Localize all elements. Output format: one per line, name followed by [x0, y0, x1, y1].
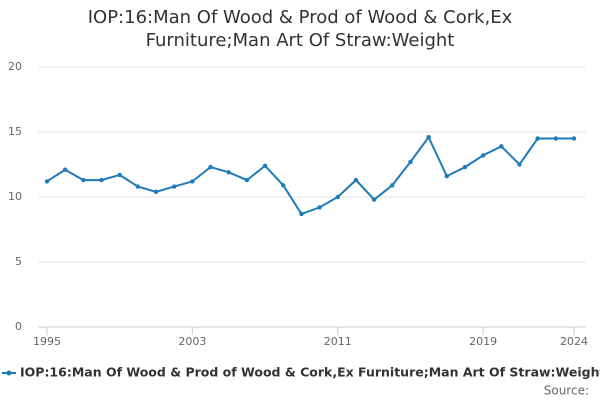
point	[299, 211, 304, 217]
point	[462, 164, 468, 170]
point	[499, 144, 504, 149]
y-tick-label: 10	[8, 190, 22, 203]
point	[535, 136, 540, 141]
point	[517, 162, 522, 167]
y-tick-label: 20	[8, 60, 22, 73]
x-tick-label: 2011	[324, 335, 352, 348]
x-tick-label: 2024	[560, 335, 588, 348]
x-tick-label: 2003	[178, 335, 206, 348]
y-tick-label: 0	[15, 320, 22, 333]
point	[244, 177, 250, 183]
point	[190, 179, 195, 184]
point	[571, 136, 577, 141]
point	[480, 153, 486, 158]
point	[117, 172, 122, 178]
legend-label: IOP:16:Man Of Wood & Prod of Wood & Cork…	[20, 365, 600, 380]
point	[81, 177, 86, 183]
y-tick-label: 5	[15, 255, 22, 268]
point	[262, 163, 268, 168]
chart-title: IOP:16:Man Of Wood & Prod of Wood & Cork…	[87, 7, 513, 51]
point	[353, 177, 359, 183]
point	[371, 197, 377, 202]
point	[99, 177, 104, 183]
point	[444, 174, 449, 179]
legend-swatch-dot	[6, 370, 12, 376]
point	[208, 164, 213, 170]
point	[426, 135, 431, 140]
x-tick-label: 2019	[469, 335, 497, 348]
point	[317, 205, 322, 210]
point	[335, 194, 340, 200]
point	[553, 136, 559, 141]
point	[135, 184, 141, 189]
point	[226, 170, 231, 175]
point	[44, 179, 50, 184]
point	[390, 183, 395, 188]
source: Source:	[544, 384, 589, 398]
point	[153, 189, 159, 194]
point	[62, 167, 68, 172]
y-tick-label: 15	[8, 125, 22, 138]
point	[172, 184, 177, 189]
point	[408, 159, 413, 165]
x-tick-label: 1995	[33, 335, 61, 348]
point	[281, 183, 286, 188]
line	[46, 135, 574, 216]
